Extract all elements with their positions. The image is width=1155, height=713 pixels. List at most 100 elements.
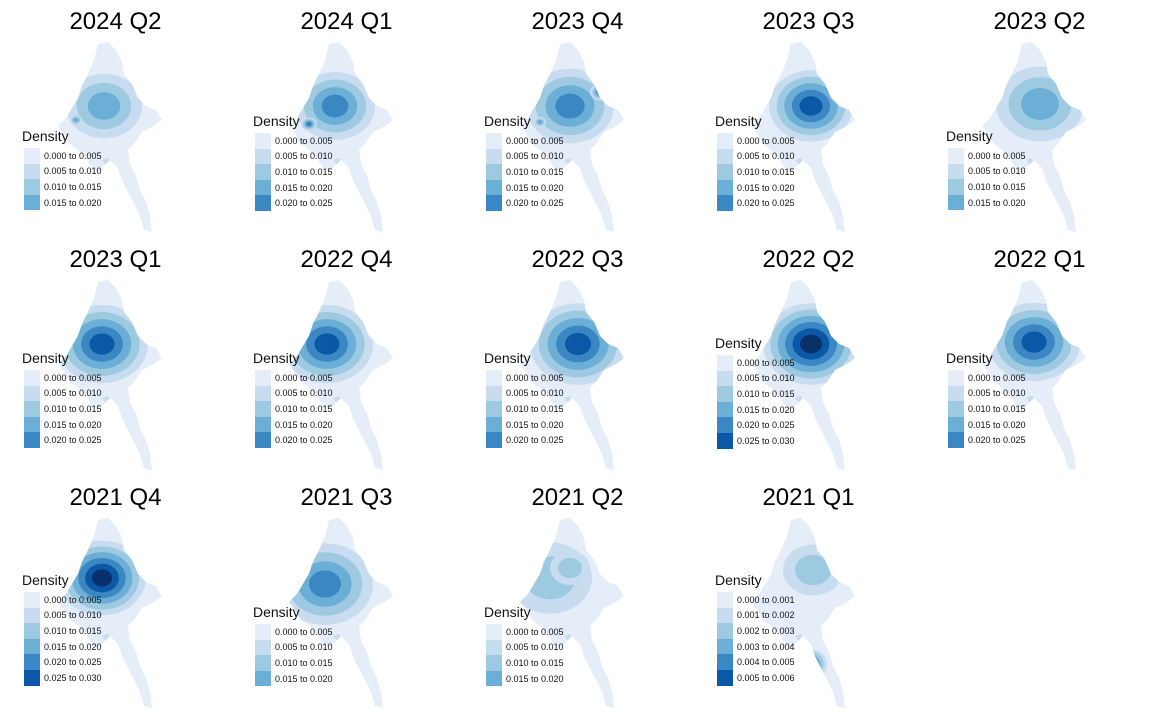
legend-swatch <box>717 179 733 196</box>
legend: Density 0.000 to 0.001 0.001 to 0.002 0.002… <box>715 572 795 686</box>
legend-swatch <box>717 195 733 211</box>
legend-swatch <box>717 654 733 670</box>
legend-label: 0.020 to 0.025 <box>275 435 333 446</box>
legend-item: 0.005 to 0.010 <box>484 385 564 402</box>
legend-label: 0.000 to 0.005 <box>275 135 333 146</box>
legend-label: 0.015 to 0.020 <box>44 197 102 208</box>
panel-title: 2023 Q3 <box>762 8 855 35</box>
legend-swatch <box>486 639 502 656</box>
map-panel: 2021 Q1 Density 0.000 to 0.001 0.001 to 0.0… <box>693 476 924 713</box>
density-map <box>520 518 624 708</box>
density-contours <box>58 540 146 690</box>
legend-item: 0.015 to 0.020 <box>22 194 102 211</box>
legend-label: 0.010 to 0.015 <box>275 657 333 668</box>
panel-title: 2024 Q1 <box>300 8 393 35</box>
country-outline <box>751 518 855 708</box>
legend-label: 0.010 to 0.015 <box>968 181 1026 192</box>
legend-swatch <box>24 432 40 448</box>
legend-swatch <box>717 592 733 608</box>
legend-item: 0.005 to 0.010 <box>946 163 1026 180</box>
legend-label: 0.010 to 0.015 <box>968 403 1026 414</box>
legend-item: 0.005 to 0.010 <box>946 385 1026 402</box>
legend-item: 0.010 to 0.015 <box>946 401 1026 417</box>
legend-item: 0.000 to 0.005 <box>715 355 795 371</box>
legend-item: 0.003 to 0.004 <box>715 638 795 655</box>
legend-swatch <box>486 179 502 196</box>
legend-swatch <box>24 194 40 211</box>
legend-item: 0.010 to 0.015 <box>715 386 795 402</box>
legend-label: 0.025 to 0.030 <box>737 435 795 446</box>
legend: Density 0.000 to 0.005 0.005 to 0.010 0.010… <box>946 128 1026 211</box>
legend-swatch <box>717 355 733 371</box>
map-panel: 2024 Q1 Density 0.000 to 0.005 0.005 to 0.0… <box>231 0 462 237</box>
legend-label: 0.005 to 0.010 <box>275 388 333 399</box>
legend-swatch <box>717 386 733 402</box>
legend-item: 0.010 to 0.015 <box>22 401 102 417</box>
legend-swatch <box>24 623 40 639</box>
legend-label: 0.000 to 0.005 <box>737 357 795 368</box>
density-contours <box>988 302 1080 452</box>
legend-title: Density <box>715 572 762 588</box>
legend-item: 0.000 to 0.005 <box>946 148 1026 164</box>
legend-title: Density <box>253 113 300 129</box>
legend-label: 0.003 to 0.004 <box>737 641 795 652</box>
legend-swatch <box>486 133 502 149</box>
legend-item: 0.000 to 0.005 <box>484 624 564 640</box>
map-panel: 2021 Q4 Density 0.000 to 0.005 0.005 to 0.0… <box>0 476 231 713</box>
legend-label: 0.005 to 0.010 <box>737 151 795 162</box>
density-map <box>58 280 162 470</box>
legend-item: 0.005 to 0.010 <box>484 148 564 165</box>
legend-swatch <box>717 669 733 686</box>
legend-item: 0.020 to 0.025 <box>22 654 102 670</box>
legend-swatch <box>948 163 964 180</box>
legend-label: 0.020 to 0.025 <box>44 657 102 668</box>
map-panel: 2021 Q3 Density 0.000 to 0.005 0.005 to 0.0… <box>231 476 462 713</box>
legend-item: 0.025 to 0.030 <box>22 669 102 686</box>
map-panel: 2022 Q2 Density 0.000 to 0.005 0.005 to 0.0… <box>693 238 924 475</box>
legend-label: 0.000 to 0.005 <box>506 626 564 637</box>
legend-swatch <box>24 148 40 164</box>
legend-swatch <box>255 670 271 687</box>
legend-label: 0.010 to 0.015 <box>275 403 333 414</box>
panel-title: 2021 Q4 <box>69 484 162 511</box>
legend-swatch <box>24 669 40 686</box>
legend-label: 0.010 to 0.015 <box>44 403 102 414</box>
map-panel: 2022 Q4 Density 0.000 to 0.005 0.005 to 0.0… <box>231 238 462 475</box>
legend-label: 0.020 to 0.025 <box>737 420 795 431</box>
legend-item: 0.000 to 0.005 <box>253 624 333 640</box>
legend-item: 0.020 to 0.025 <box>715 195 795 211</box>
density-contour-band <box>103 661 113 671</box>
legend: Density 0.000 to 0.005 0.005 to 0.010 0.010… <box>22 350 102 448</box>
legend-swatch <box>948 370 964 386</box>
legend-swatch <box>24 179 40 195</box>
legend-label: 0.010 to 0.015 <box>506 657 564 668</box>
legend-item: 0.010 to 0.015 <box>484 401 564 417</box>
legend-item: 0.010 to 0.015 <box>484 655 564 671</box>
legend-item: 0.010 to 0.015 <box>22 179 102 195</box>
legend-label: 0.000 to 0.005 <box>44 594 102 605</box>
legend-label: 0.005 to 0.010 <box>737 373 795 384</box>
legend-label: 0.025 to 0.030 <box>44 672 102 683</box>
legend-swatch <box>24 607 40 624</box>
density-map <box>982 280 1086 470</box>
legend-item: 0.002 to 0.003 <box>715 623 795 639</box>
legend-swatch <box>486 416 502 433</box>
legend-label: 0.015 to 0.020 <box>737 404 795 415</box>
legend-swatch <box>717 417 733 433</box>
panel-title: 2023 Q4 <box>531 8 624 35</box>
legend-swatch <box>255 624 271 640</box>
legend-label: 0.005 to 0.010 <box>44 388 102 399</box>
legend-item: 0.000 to 0.005 <box>253 133 333 149</box>
legend-label: 0.015 to 0.020 <box>275 419 333 430</box>
density-contour-band <box>558 557 582 579</box>
panel-title: 2024 Q2 <box>69 8 162 35</box>
density-contour-band <box>87 92 121 120</box>
legend-swatch <box>717 401 733 418</box>
legend-label: 0.020 to 0.025 <box>506 435 564 446</box>
legend-item: 0.015 to 0.020 <box>484 179 564 196</box>
legend-label: 0.015 to 0.020 <box>968 419 1026 430</box>
density-map <box>520 280 624 470</box>
legend-label: 0.015 to 0.020 <box>737 182 795 193</box>
map-panel: 2022 Q1 Density 0.000 to 0.005 0.005 to 0.0… <box>924 238 1155 475</box>
legend-swatch <box>948 148 964 164</box>
